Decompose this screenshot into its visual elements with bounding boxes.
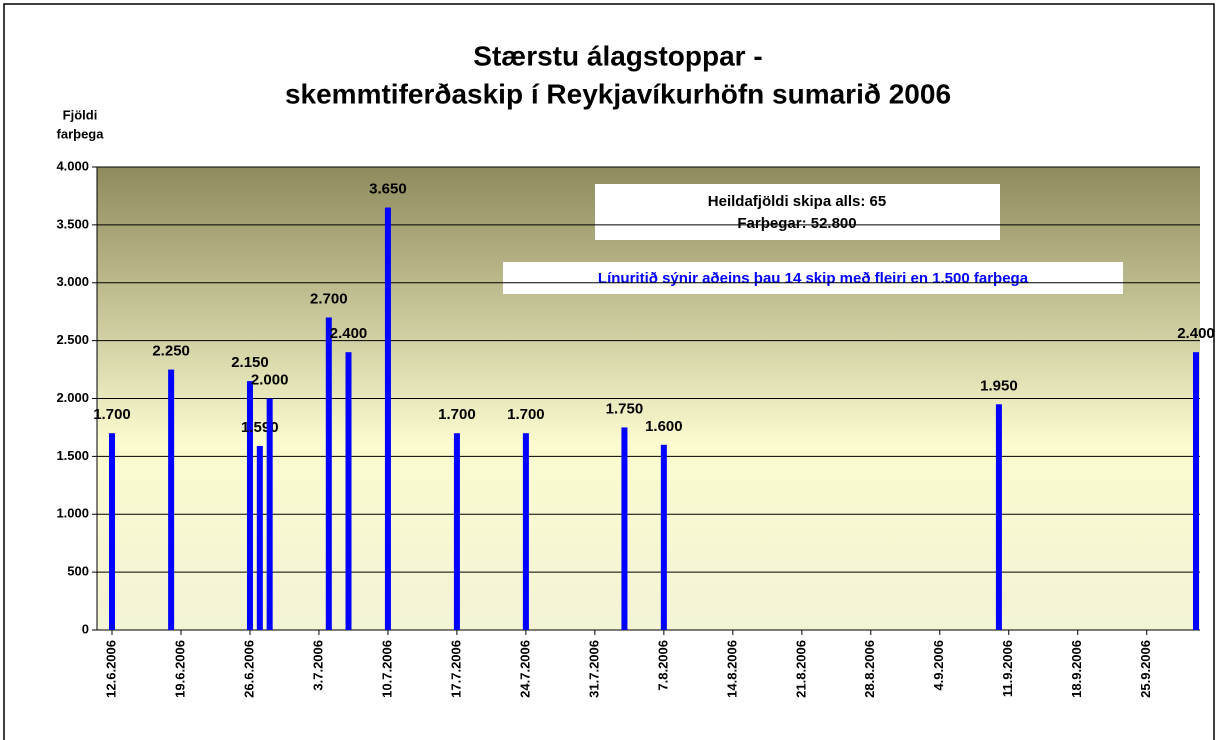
y-tick-label: 0 bbox=[82, 621, 89, 636]
bar bbox=[246, 381, 253, 630]
x-tick-label: 25.9.2006 bbox=[1138, 640, 1153, 698]
x-tick-label: 26.6.2006 bbox=[241, 640, 256, 698]
x-tick-label: 14.8.2006 bbox=[724, 640, 739, 698]
chart-title: Stærstu álagstoppar - bbox=[473, 40, 762, 71]
y-tick-label: 1.000 bbox=[56, 506, 89, 521]
annotation: Línuritið sýnir aðeins þau 14 skip með f… bbox=[598, 270, 1029, 287]
bar bbox=[345, 352, 352, 630]
y-tick-label: 2.000 bbox=[56, 390, 89, 405]
x-tick-label: 31.7.2006 bbox=[586, 640, 601, 698]
x-tick-label: 18.9.2006 bbox=[1069, 640, 1084, 698]
data-label: 2.400 bbox=[330, 325, 368, 342]
data-label: 2.700 bbox=[310, 290, 348, 307]
y-tick-label: 500 bbox=[67, 564, 89, 579]
bar bbox=[109, 433, 115, 630]
annotation: Farþegar: 52.800 bbox=[737, 215, 856, 232]
x-tick-label: 10.7.2006 bbox=[379, 640, 394, 698]
bar bbox=[325, 317, 332, 630]
data-label: 2.250 bbox=[152, 343, 190, 360]
bar bbox=[266, 398, 273, 630]
data-label: 3.650 bbox=[369, 180, 407, 197]
y-tick-label: 4.000 bbox=[56, 158, 89, 173]
bar bbox=[1193, 352, 1199, 630]
data-label: 1.950 bbox=[980, 377, 1018, 394]
bar bbox=[660, 444, 667, 630]
y-tick-label: 3.000 bbox=[56, 274, 89, 289]
info-box bbox=[595, 184, 1000, 240]
y-axis-label: farþega bbox=[57, 126, 105, 141]
data-label: 2.000 bbox=[251, 371, 289, 388]
data-label: 1.700 bbox=[93, 406, 131, 423]
bar bbox=[522, 433, 529, 630]
bar bbox=[621, 427, 628, 630]
data-label: 2.400 bbox=[1177, 325, 1215, 342]
data-label: 1.590 bbox=[241, 419, 279, 436]
data-label: 1.600 bbox=[645, 418, 683, 435]
x-tick-label: 3.7.2006 bbox=[310, 640, 325, 691]
x-tick-label: 19.6.2006 bbox=[172, 640, 187, 698]
x-tick-label: 4.9.2006 bbox=[931, 640, 946, 691]
bar bbox=[995, 404, 1002, 630]
y-tick-label: 3.500 bbox=[56, 216, 89, 231]
x-tick-label: 7.8.2006 bbox=[655, 640, 670, 691]
bar bbox=[453, 433, 460, 630]
x-tick-label: 12.6.2006 bbox=[103, 640, 118, 698]
data-label: 1.700 bbox=[507, 406, 545, 423]
bar bbox=[168, 369, 175, 630]
data-label: 1.700 bbox=[438, 406, 476, 423]
y-axis-label: Fjöldi bbox=[63, 107, 98, 122]
chart-title: skemmtiferðaskip í Reykjavíkurhöfn sumar… bbox=[285, 78, 951, 109]
data-label: 1.750 bbox=[606, 400, 644, 417]
x-tick-label: 17.7.2006 bbox=[448, 640, 463, 698]
data-label: 2.150 bbox=[231, 354, 269, 371]
x-tick-label: 24.7.2006 bbox=[517, 640, 532, 698]
y-tick-label: 2.500 bbox=[56, 332, 89, 347]
x-tick-label: 21.8.2006 bbox=[793, 640, 808, 698]
bar bbox=[256, 445, 263, 630]
note-box bbox=[503, 262, 1123, 294]
annotation: Heildafjöldi skipa alls: 65 bbox=[708, 193, 886, 210]
y-tick-label: 1.500 bbox=[56, 448, 89, 463]
x-tick-label: 28.8.2006 bbox=[862, 640, 877, 698]
x-tick-label: 11.9.2006 bbox=[1000, 640, 1015, 697]
bar bbox=[384, 207, 391, 630]
